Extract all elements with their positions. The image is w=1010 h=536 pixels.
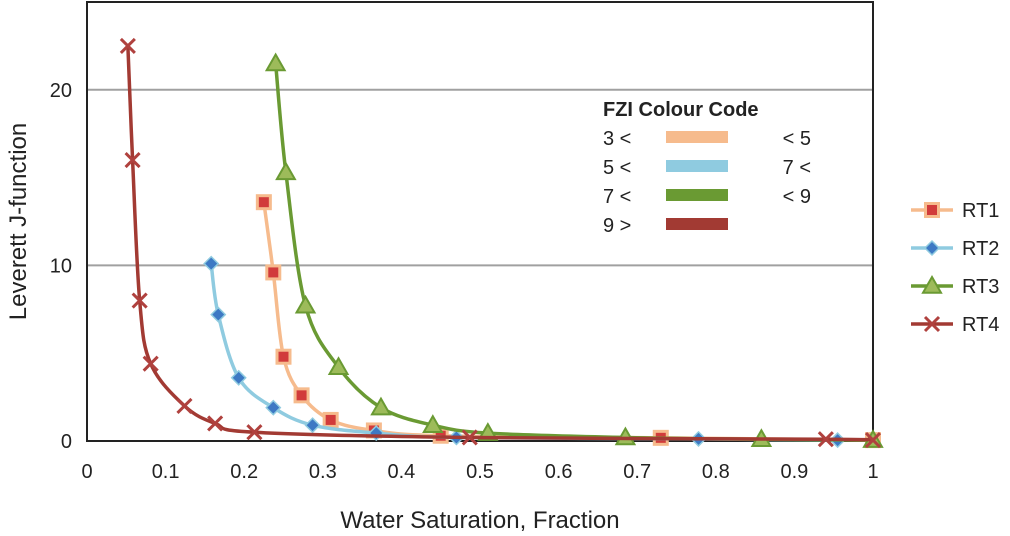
fzi-row-0-left: 3 < [603,128,631,150]
series-rt3 [264,52,884,448]
series-rt1-point-3 [293,387,310,404]
series-layer [119,37,884,449]
series-rt3-point-7 [614,426,637,446]
series-rt3-point-2 [294,294,317,314]
legend-rt2-label: RT2 [962,238,999,260]
fzi-legend-row-0: 3 < < 5 [603,128,811,150]
fzi-row-2-left: 7 < [603,186,631,208]
fzi-row-3-left: 9 > [603,215,631,237]
series-rt1-point-0 [255,194,272,211]
y-axis-ticks: 0 10 20 [50,80,72,453]
fzi-legend-row-1: 5 < 7 < [603,157,811,179]
y-tick-0: 0 [61,431,72,453]
series-rt3-point-1 [275,161,297,181]
fzi-legend-row-3: 9 > [603,215,728,237]
x-tick-0-5: 0.5 [466,461,494,483]
series-rt4-point-9 [864,432,882,449]
series-legend: RT1 RT2 RT3 RT4 [911,200,999,336]
fzi-legend-title: FZI Colour Code [603,99,759,121]
fzi-legend-row-2: 7 < < 9 [603,186,811,208]
series-rt2-point-2 [230,369,247,386]
series-rt1-point-1 [265,264,282,281]
x-tick-0-2: 0.2 [230,461,258,483]
series-rt2-point-4 [304,417,321,434]
legend-entry-rt4: RT4 [911,314,999,336]
y-tick-10: 10 [50,255,72,277]
x-tick-0-6: 0.6 [545,461,573,483]
series-rt4-point-0 [119,37,136,54]
fzi-row-1-left: 5 < [603,157,631,179]
series-rt1-line [262,201,874,442]
series-rt3-point-3 [327,356,350,375]
series-rt3-point-5 [422,414,444,433]
series-rt1 [255,194,881,449]
fzi-row-3-swatch [666,218,728,230]
grid-lines [87,88,873,267]
x-axis-title: Water Saturation, Fraction [340,507,619,534]
legend-rt1-label: RT1 [962,200,999,222]
fzi-row-1-right: 7 < [783,157,811,179]
plot-area [86,1,874,442]
series-rt2-point-1 [210,306,227,323]
series-rt1-point-4 [322,411,339,428]
series-rt3-point-4 [370,396,392,416]
series-rt2-point-0 [203,255,220,272]
series-rt4 [119,37,882,449]
series-rt4-point-7 [461,429,478,446]
fzi-row-0-swatch [666,131,728,143]
fzi-colour-legend: FZI Colour Code 3 < < 5 5 < 7 < 7 < < 9 9 > [603,99,811,237]
x-axis-ticks: 0 0.1 0.2 0.3 0.4 0.5 0.6 0.7 0.8 0.9 1 [81,461,878,483]
x-tick-0-3: 0.3 [309,461,337,483]
legend-rt4-label: RT4 [962,314,999,336]
y-tick-20: 20 [50,80,72,102]
legend-rt1-marker [924,202,940,218]
x-tick-0-4: 0.4 [387,461,415,483]
x-tick-0: 0 [81,461,92,483]
series-rt4-point-1 [124,151,141,169]
legend-entry-rt3: RT3 [911,274,999,298]
series-rt4-point-8 [817,431,834,448]
y-axis-title: Leverett J-function [5,123,32,320]
legend-rt3-marker [921,274,943,294]
x-tick-0-9: 0.9 [780,461,808,483]
x-tick-0-8: 0.8 [702,461,730,483]
legend-rt2-marker [923,239,941,257]
legend-entry-rt1: RT1 [911,200,999,222]
series-rt4-point-2 [131,292,148,309]
series-rt4-point-6 [246,424,263,441]
x-tick-0-1: 0.1 [152,461,180,483]
legend-rt4-marker [923,315,941,333]
series-rt3-point-0 [264,52,287,72]
series-rt2-point-3 [265,399,282,416]
series-rt1-point-2 [275,348,292,365]
series-rt4-point-3 [142,355,159,372]
x-tick-0-7: 0.7 [623,461,651,483]
legend-entry-rt2: RT2 [911,238,999,260]
series-rt4-point-5 [207,415,224,432]
series-rt4-point-4 [176,397,193,414]
legend-rt3-label: RT3 [962,276,999,298]
series-rt2-line [209,263,838,442]
fzi-row-0-right: < 5 [783,128,811,150]
fzi-row-2-swatch [666,189,728,201]
fzi-row-2-right: < 9 [783,186,811,208]
fzi-row-1-swatch [666,160,728,172]
series-rt3-line [273,63,874,442]
x-tick-1: 1 [867,461,878,483]
